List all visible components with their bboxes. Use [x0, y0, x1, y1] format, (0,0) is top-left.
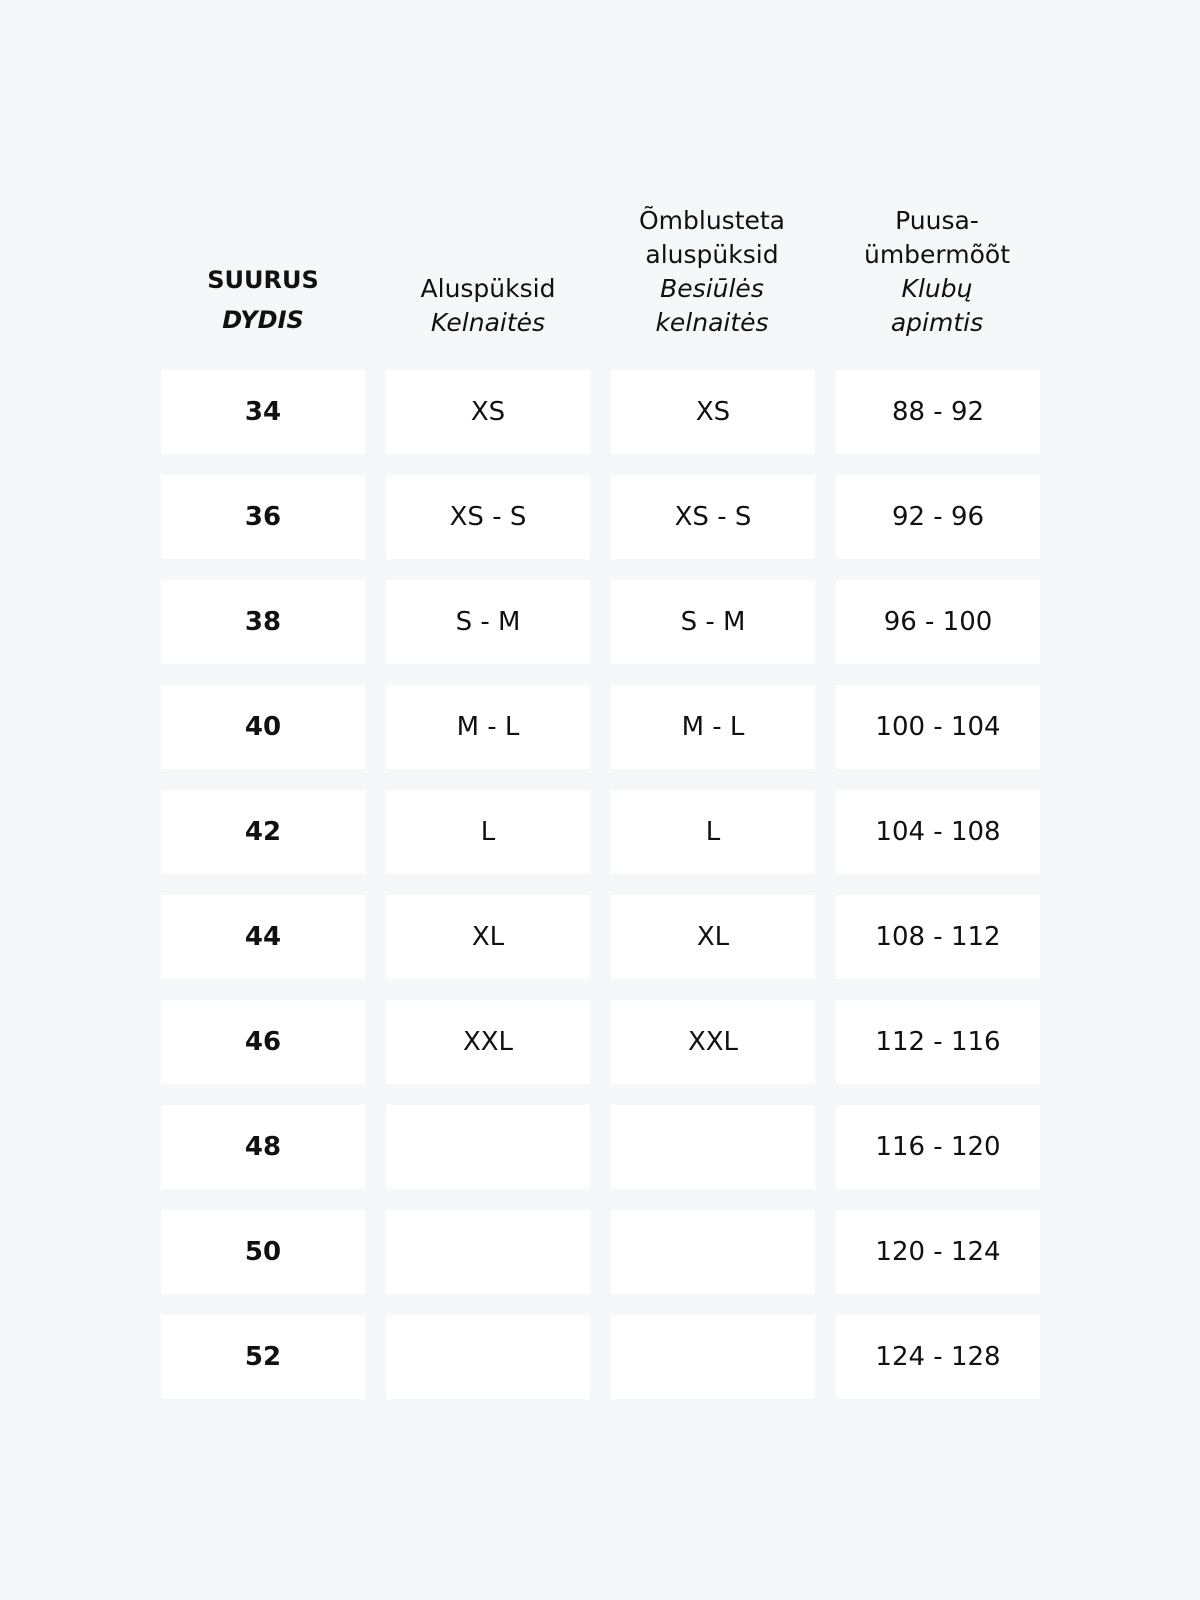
cell-briefs: XS [386, 370, 590, 454]
header-size: SUURUS DYDIS [161, 190, 365, 340]
cell-size: 40 [161, 685, 365, 769]
cell-hip: 120 - 124 [836, 1210, 1040, 1294]
cell-seamless: M - L [611, 685, 815, 769]
header-hip: Puusa- ümbermõõt Klubų apimtis [835, 190, 1039, 340]
header-briefs-et: Aluspüksid [420, 274, 556, 303]
header-hip-lt-1: Klubų [901, 274, 973, 303]
cell-seamless [611, 1315, 815, 1399]
cell-seamless: XXL [611, 1000, 815, 1084]
header-seamless-et-2: aluspüksid [645, 240, 779, 269]
cell-briefs: XL [386, 895, 590, 979]
cell-hip: 100 - 104 [836, 685, 1040, 769]
cell-seamless: L [611, 790, 815, 874]
cell-briefs: XS - S [386, 475, 590, 559]
header-briefs-lt: Kelnaitės [430, 308, 546, 337]
header-briefs: Aluspüksid Kelnaitės [386, 190, 590, 340]
cell-briefs: XXL [386, 1000, 590, 1084]
cell-size: 46 [161, 1000, 365, 1084]
cell-size: 36 [161, 475, 365, 559]
cell-hip: 116 - 120 [836, 1105, 1040, 1189]
header-hip-lt-2: apimtis [890, 308, 984, 337]
size-table: 34 XS XS 88 - 92 36 XS - S XS - S 92 - 96 38 S - … [161, 370, 1040, 1399]
cell-size: 50 [161, 1210, 365, 1294]
cell-seamless: S - M [611, 580, 815, 664]
cell-hip: 104 - 108 [836, 790, 1040, 874]
cell-hip: 112 - 116 [836, 1000, 1040, 1084]
cell-size: 38 [161, 580, 365, 664]
cell-briefs: M - L [386, 685, 590, 769]
cell-size: 48 [161, 1105, 365, 1189]
header-size-lt: DYDIS [222, 306, 304, 334]
cell-seamless: XS - S [611, 475, 815, 559]
cell-hip: 108 - 112 [836, 895, 1040, 979]
cell-seamless: XS [611, 370, 815, 454]
cell-briefs [386, 1105, 590, 1189]
header-seamless: Õmblusteta aluspüksid Besiūlės kelnaitės [610, 190, 814, 340]
header-size-et: SUURUS [207, 266, 319, 294]
header-seamless-lt-2: kelnaitės [655, 308, 769, 337]
cell-hip: 124 - 128 [836, 1315, 1040, 1399]
cell-size: 44 [161, 895, 365, 979]
cell-briefs [386, 1210, 590, 1294]
header-hip-et-2: ümbermõõt [863, 240, 1011, 269]
cell-seamless [611, 1210, 815, 1294]
header-seamless-lt-1: Besiūlės [660, 274, 764, 303]
cell-size: 52 [161, 1315, 365, 1399]
cell-hip: 88 - 92 [836, 370, 1040, 454]
header-seamless-et-1: Õmblusteta [638, 206, 786, 235]
cell-size: 42 [161, 790, 365, 874]
cell-seamless [611, 1105, 815, 1189]
header-hip-et-1: Puusa- [895, 206, 979, 235]
cell-briefs [386, 1315, 590, 1399]
cell-briefs: L [386, 790, 590, 874]
cell-seamless: XL [611, 895, 815, 979]
cell-hip: 96 - 100 [836, 580, 1040, 664]
cell-hip: 92 - 96 [836, 475, 1040, 559]
cell-size: 34 [161, 370, 365, 454]
cell-briefs: S - M [386, 580, 590, 664]
